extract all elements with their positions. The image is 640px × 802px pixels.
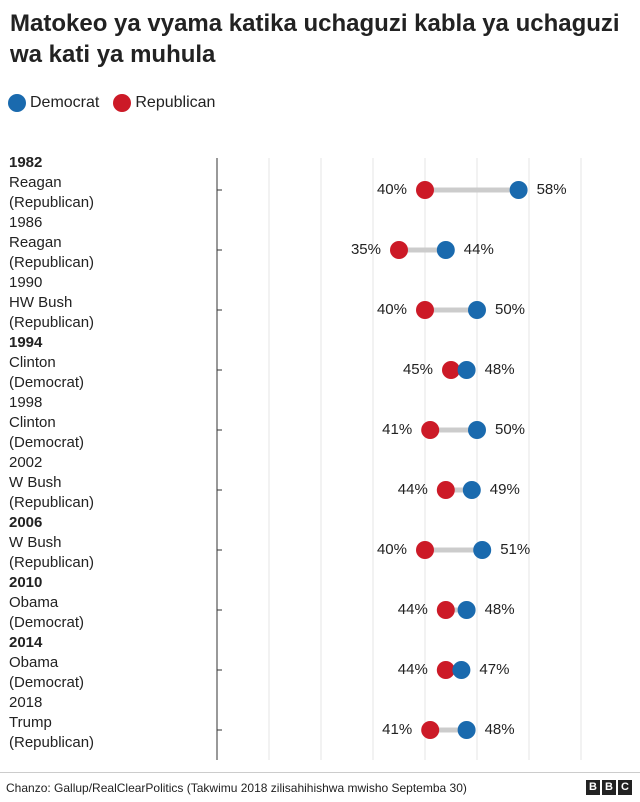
row-year: 1990 bbox=[9, 274, 42, 291]
chart: 1982 Reagan (Republican) 58% 40% 1986 Reagan (R… bbox=[9, 154, 582, 760]
row-year: 2014 bbox=[9, 634, 43, 651]
dot bbox=[390, 241, 408, 259]
value-label: 40% bbox=[377, 541, 407, 558]
row-label: 1994 Clinton (Democrat) bbox=[9, 334, 84, 391]
row-label: 2018 Trump (Republican) bbox=[9, 694, 94, 751]
legend: Democrat Republican bbox=[8, 94, 215, 112]
row-year: 2002 bbox=[9, 454, 42, 471]
row-party: (Democrat) bbox=[9, 434, 84, 451]
value-label: 47% bbox=[479, 661, 509, 678]
dot bbox=[473, 541, 492, 559]
row-year: 2010 bbox=[9, 574, 42, 591]
row-party: (Republican) bbox=[9, 314, 94, 331]
dot bbox=[457, 601, 476, 619]
value-label: 51% bbox=[500, 541, 530, 558]
value-label: 40% bbox=[377, 301, 407, 318]
dot bbox=[436, 661, 455, 679]
legend-swatch bbox=[8, 94, 26, 112]
row-president: Obama bbox=[9, 594, 59, 611]
row-year: 1998 bbox=[9, 394, 42, 411]
row-party: (Republican) bbox=[9, 554, 94, 571]
dot bbox=[421, 721, 440, 739]
dot bbox=[436, 241, 455, 259]
dot bbox=[416, 181, 434, 199]
legend-item: Democrat bbox=[8, 94, 99, 112]
source: Chanzo: Gallup/RealClearPolitics (Takwim… bbox=[6, 781, 467, 795]
dot bbox=[452, 661, 471, 679]
row-label: 2002 W Bush (Republican) bbox=[9, 454, 94, 511]
value-label: 48% bbox=[485, 361, 515, 378]
row-label: 2006 W Bush (Republican) bbox=[9, 514, 94, 571]
dot bbox=[468, 421, 486, 439]
row-year: 2018 bbox=[9, 694, 42, 711]
value-label: 48% bbox=[485, 721, 515, 738]
row-label: 2010 Obama (Democrat) bbox=[9, 574, 84, 631]
row-party: (Republican) bbox=[9, 494, 94, 511]
value-label: 58% bbox=[537, 181, 567, 198]
row-president: HW Bush bbox=[9, 294, 72, 311]
row-label: 1990 HW Bush (Republican) bbox=[9, 274, 94, 331]
row-label: 1998 Clinton (Democrat) bbox=[9, 394, 84, 451]
row-party: (Republican) bbox=[9, 254, 94, 271]
dot bbox=[416, 541, 434, 559]
row-party: (Democrat) bbox=[9, 374, 84, 391]
dot bbox=[416, 301, 434, 319]
dot bbox=[442, 361, 460, 379]
value-label: 48% bbox=[485, 601, 515, 618]
row-president: W Bush bbox=[9, 534, 62, 551]
footer: Chanzo: Gallup/RealClearPolitics (Takwim… bbox=[0, 772, 640, 802]
value-label: 50% bbox=[495, 301, 525, 318]
dot bbox=[462, 481, 481, 499]
value-label: 41% bbox=[382, 421, 412, 438]
legend-label: Democrat bbox=[30, 94, 100, 111]
value-label: 41% bbox=[382, 721, 412, 738]
dot bbox=[421, 421, 440, 439]
chart-title: Matokeo ya vyama katika uchaguzi kabla y… bbox=[10, 10, 620, 68]
row-president: Reagan bbox=[9, 174, 62, 191]
row-year: 1982 bbox=[9, 154, 42, 171]
row-president: Clinton bbox=[9, 414, 56, 431]
row-year: 1994 bbox=[9, 334, 43, 351]
legend-label: Republican bbox=[135, 94, 216, 111]
row-president: Obama bbox=[9, 654, 59, 671]
dot bbox=[457, 721, 476, 739]
value-label: 49% bbox=[490, 481, 520, 498]
legend-item: Republican bbox=[113, 94, 215, 112]
row-label: 1982 Reagan (Republican) bbox=[9, 154, 94, 211]
value-label: 44% bbox=[398, 661, 428, 678]
legend-swatch bbox=[113, 94, 132, 112]
row-party: (Democrat) bbox=[9, 614, 84, 631]
row-label: 1986 Reagan (Republican) bbox=[9, 214, 94, 271]
value-label: 45% bbox=[403, 361, 433, 378]
row-label: 2014 Obama (Democrat) bbox=[9, 634, 84, 691]
row-president: W Bush bbox=[9, 474, 62, 491]
dot bbox=[457, 361, 476, 379]
dot bbox=[468, 301, 486, 319]
dot bbox=[436, 481, 455, 499]
value-label: 44% bbox=[464, 241, 494, 258]
row-party: (Republican) bbox=[9, 734, 94, 751]
value-label: 44% bbox=[398, 481, 428, 498]
row-party: (Republican) bbox=[9, 194, 94, 211]
row-year: 1986 bbox=[9, 214, 42, 231]
value-label: 44% bbox=[398, 601, 428, 618]
row-year: 2006 bbox=[9, 514, 42, 531]
value-label: 40% bbox=[377, 181, 407, 198]
row-president: Reagan bbox=[9, 234, 62, 251]
row-party: (Democrat) bbox=[9, 674, 84, 691]
dot bbox=[436, 601, 455, 619]
row-president: Trump bbox=[9, 714, 52, 731]
value-label: 50% bbox=[495, 421, 525, 438]
value-label: 35% bbox=[351, 241, 381, 258]
dot bbox=[509, 181, 528, 199]
row-president: Clinton bbox=[9, 354, 56, 371]
